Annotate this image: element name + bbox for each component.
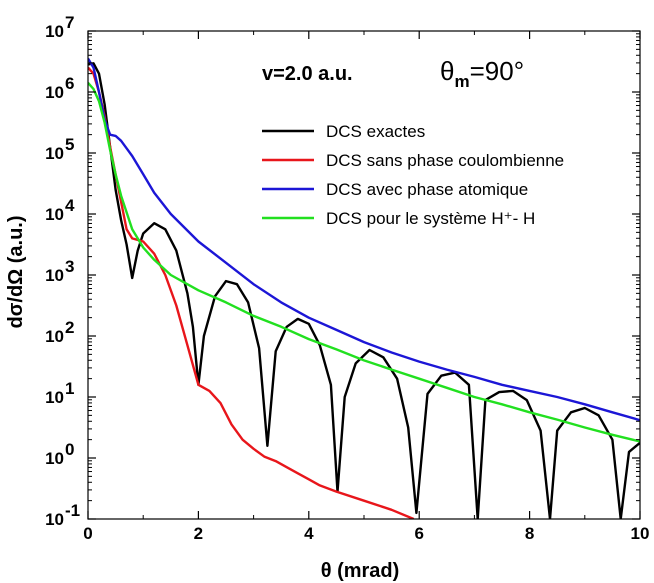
theta-m-value: =90° (470, 56, 525, 86)
x-tick-label: 8 (525, 524, 534, 543)
y-tick-label: 10 (45, 22, 64, 41)
series-layer (88, 57, 640, 519)
y-tick-label: 10 (45, 205, 64, 224)
y-tick-label: 10 (45, 388, 64, 407)
y-tick-base: 10 (45, 266, 64, 285)
x-tick-label: 2 (194, 524, 203, 543)
y-tick-base: 10 (45, 449, 64, 468)
y-tick-label: 10 (45, 510, 64, 529)
series-line-1 (88, 62, 640, 519)
y-tick-exponent: 4 (65, 196, 75, 215)
x-tick-label: 6 (414, 524, 423, 543)
theta-m-annotation: θm=90° (440, 56, 524, 91)
y-tick-label: 10 (45, 327, 64, 346)
velocity-annotation: v=2.0 a.u. (262, 63, 353, 85)
y-tick-exponent: -1 (65, 501, 80, 520)
legend: DCS exactes DCS sans phase coulombienne DC… (262, 122, 564, 228)
y-tick-label: 10 (45, 144, 64, 163)
legend-label: DCS sans phase coulombienne (326, 151, 564, 170)
x-axis-ticks: 0 2 4 6 8 10 (83, 31, 649, 543)
y-tick-label: 10 (45, 266, 64, 285)
y-tick-exponent: 0 (65, 440, 74, 459)
theta-m-symbol: θ (440, 56, 454, 86)
y-tick-base: 10 (45, 510, 64, 529)
x-tick-label: 0 (83, 524, 92, 543)
y-tick-label: 10 (45, 83, 64, 102)
y-tick-exponent: 6 (65, 74, 74, 93)
y-tick-exponent: 2 (65, 318, 74, 337)
x-axis-title: θ (mrad) (321, 560, 400, 582)
legend-label: DCS pour le système H⁺- H (326, 209, 535, 228)
y-tick-base: 10 (45, 327, 64, 346)
y-tick-base: 10 (45, 22, 64, 41)
theta-m-subscript: m (454, 72, 469, 91)
series-line-4 (88, 82, 640, 443)
legend-label: DCS avec phase atomique (326, 180, 528, 199)
y-axis-title: dσ/dΩ (a.u.) (5, 215, 27, 328)
series-line-3 (88, 57, 640, 422)
legend-label: DCS exactes (326, 122, 425, 141)
y-tick-base: 10 (45, 144, 64, 163)
x-tick-label: 10 (631, 524, 650, 543)
x-tick-label: 4 (304, 524, 314, 543)
y-tick-base: 10 (45, 83, 64, 102)
y-tick-base: 10 (45, 388, 64, 407)
y-tick-base: 10 (45, 205, 64, 224)
y-tick-exponent: 5 (65, 135, 74, 154)
y-tick-exponent: 1 (65, 379, 74, 398)
y-tick-label: 10 (45, 449, 64, 468)
y-tick-exponent: 3 (65, 257, 74, 276)
y-tick-exponent: 7 (65, 13, 74, 32)
